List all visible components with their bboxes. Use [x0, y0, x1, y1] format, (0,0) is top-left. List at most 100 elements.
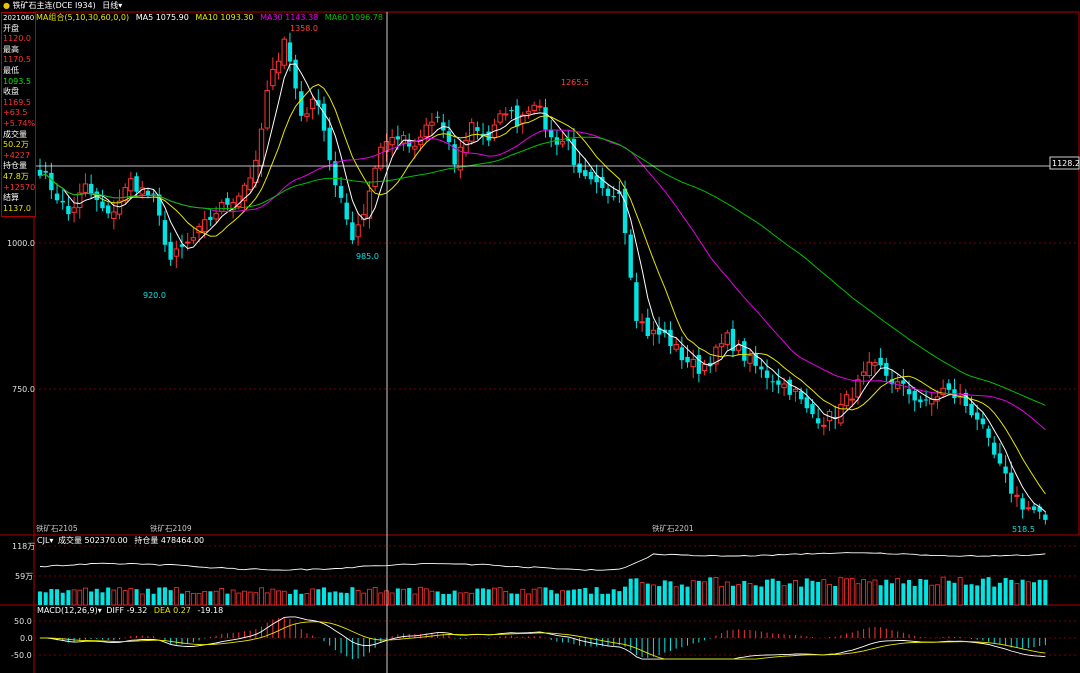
ma30-line [39, 129, 1046, 431]
volume-bar [1003, 577, 1008, 605]
volume-bar [679, 584, 684, 605]
candle-body [219, 202, 225, 212]
symbol-name[interactable]: 铁矿石主连(DCE I934) [12, 1, 96, 10]
volume-bar [173, 587, 179, 606]
candle-body [833, 416, 838, 419]
info-low-label: 最低 [3, 65, 19, 75]
volume-bar [497, 587, 503, 606]
candle-body [503, 113, 509, 116]
macd-tick-0: 0.0 [20, 634, 33, 643]
period-selector[interactable]: 日线▾ [102, 1, 122, 10]
candle-body [145, 190, 151, 196]
volume-bar [168, 590, 173, 605]
volume-bar [213, 590, 219, 606]
volume-bar [77, 589, 83, 606]
macd-hist: -19.18 [197, 606, 224, 615]
candle-body [1009, 472, 1014, 494]
volume-bar [1043, 579, 1048, 605]
volume-bar [639, 582, 645, 606]
candle-body [1043, 514, 1048, 520]
candle-body [594, 175, 599, 183]
volume-bar [49, 588, 54, 605]
volume-bar [844, 578, 849, 606]
candle-body [855, 379, 861, 398]
candle-body [66, 206, 71, 215]
info-oi-label: 持仓量 [3, 161, 27, 171]
volume-bar [571, 589, 576, 605]
volume-bar [849, 578, 855, 606]
candle-body [639, 321, 645, 324]
volume-bar [918, 578, 923, 605]
volume-bar [401, 588, 406, 606]
candle-body [82, 183, 89, 193]
volume-bar [952, 582, 957, 605]
candle-body [889, 379, 895, 385]
volume-bar [71, 589, 77, 606]
annotation-low-2: 985.0 [356, 252, 379, 261]
info-volume-change: +4227 [3, 150, 31, 160]
volume-bar [645, 583, 650, 605]
volume-bar [446, 593, 451, 605]
candle-body [338, 186, 344, 198]
candle-body [190, 237, 197, 241]
candle-body [650, 329, 657, 335]
candle-body [940, 387, 946, 396]
candle-body [583, 170, 588, 177]
volume-bars-layer [38, 552, 1048, 606]
volume-bar [526, 593, 531, 606]
volume-bar [696, 580, 701, 605]
volume-bar [713, 577, 719, 606]
volume-bar [878, 585, 883, 605]
volume-bar [38, 591, 42, 605]
volume-bar [884, 579, 889, 605]
chevron-down-icon: ▾ [118, 1, 123, 10]
info-open: 1120.0 [3, 34, 31, 44]
candle-body [327, 127, 332, 161]
info-change-pct: +5.74% [3, 118, 35, 128]
volume-bar [367, 588, 372, 606]
candle-body [776, 380, 781, 385]
macd-layer [39, 616, 1046, 660]
candle-body [208, 216, 213, 221]
volume-bar [560, 590, 565, 606]
candle-body [963, 392, 969, 407]
annotation-high-2: 1265.5 [561, 78, 589, 87]
candle-body [912, 390, 917, 401]
candle-body [742, 341, 747, 361]
volume-bar [509, 593, 514, 605]
volume-bar [503, 590, 509, 606]
macd-tick-m50: -50.0 [11, 651, 32, 660]
candle-body [475, 127, 480, 131]
contract-label-2201: 铁矿石2201 [652, 523, 694, 533]
candle-body [400, 135, 407, 144]
volume-bar [838, 577, 844, 606]
candle-body [724, 332, 730, 345]
volume-bar [145, 588, 150, 605]
candle-body [49, 172, 54, 191]
candle-body [906, 389, 912, 395]
candle-body [333, 161, 338, 186]
candle-body [849, 398, 855, 401]
candle-body [531, 104, 537, 112]
volume-bar [969, 584, 974, 605]
volume-bar [668, 581, 673, 605]
candle-body [202, 219, 208, 233]
volume-bar [322, 587, 326, 605]
candle-body [929, 398, 935, 405]
candle-body [88, 183, 94, 195]
symbol-header[interactable]: ● 铁矿石主连(DCE I934) 日线▾ [3, 1, 122, 11]
open-interest-line [39, 552, 1046, 571]
volume-bar [452, 590, 457, 605]
volume-bar [418, 586, 423, 606]
volume-bar [781, 585, 787, 606]
volume-bar [355, 589, 361, 606]
volume-bar [327, 592, 332, 605]
volume-bar [606, 593, 610, 605]
candle-body [679, 347, 685, 361]
volume-bar [872, 579, 878, 606]
volume-bar [1014, 583, 1020, 606]
volume-bar [83, 587, 88, 606]
volume-bar [770, 578, 775, 605]
volume-bar [890, 583, 894, 605]
